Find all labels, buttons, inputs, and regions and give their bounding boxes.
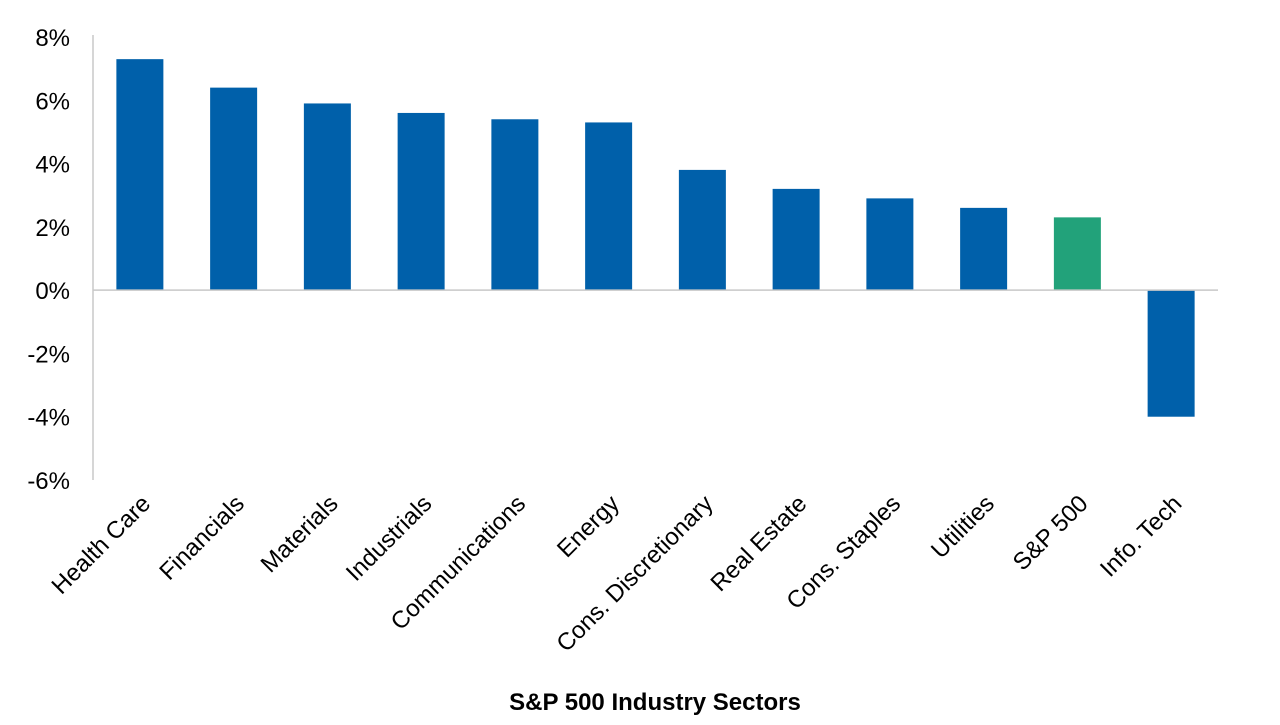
x-tick-label-energy: Energy [552,490,625,563]
y-tick-label: -2% [27,341,70,368]
y-tick-label: 2% [35,215,70,242]
x-tick-label-info-tech: Info. Tech [1095,490,1187,582]
x-tick-label-utilities: Utilities [926,490,1000,564]
y-tick-label: -4% [27,405,70,432]
bar-materials [303,103,351,291]
bar-communications [491,119,539,291]
x-tick-label-cons-discretionary: Cons. Discretionary [551,490,718,657]
x-tick-label-materials: Materials [256,490,344,578]
bar-info-tech [1147,290,1195,417]
bar-health-care [116,59,164,291]
x-tick-label-health-care: Health Care [46,490,156,600]
bar-real-estate [772,188,820,291]
x-tick-label-industrials: Industrials [341,490,437,586]
y-tick-label: -6% [27,468,70,495]
bar-cons-staples [866,198,914,291]
bar-financials [210,87,258,291]
bar-industrials [397,112,445,291]
y-tick-label: 8% [35,25,70,52]
x-tick-label-s-p-500: S&P 500 [1008,490,1094,576]
y-tick-label: 0% [35,278,70,305]
y-axis: 8% 6% 4% 2% 0% -2% -4% -6% [27,25,94,495]
bars [116,59,1195,417]
bar-cons-discretionary [678,169,726,291]
x-axis-title: S&P 500 Industry Sectors [509,689,801,716]
bar-energy [585,122,633,291]
bar-s-p-500 [1053,217,1101,291]
x-tick-label-financials: Financials [154,490,249,585]
y-tick-label: 4% [35,152,70,179]
y-tick-label: 6% [35,88,70,115]
bar-utilities [960,207,1008,291]
